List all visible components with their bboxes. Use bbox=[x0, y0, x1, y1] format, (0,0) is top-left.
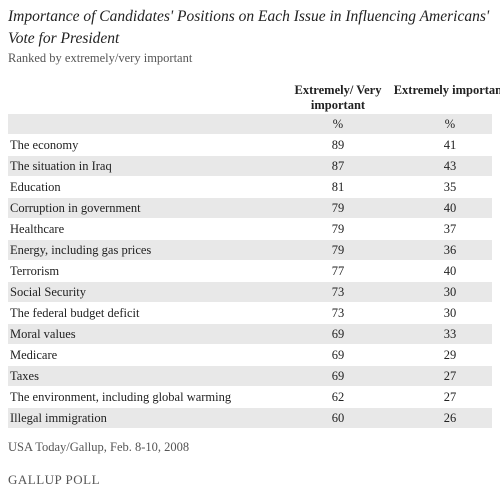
row-label: The situation in Iraq bbox=[10, 159, 112, 173]
row-label: Moral values bbox=[10, 327, 76, 341]
cell: 30 bbox=[443, 306, 457, 320]
source: USA Today/Gallup, Feb. 8-10, 2008 bbox=[8, 440, 190, 454]
cell: 89 bbox=[331, 138, 345, 152]
table-row: Healthcare 79 37 bbox=[8, 219, 492, 239]
cell: 69 bbox=[331, 327, 345, 341]
table-row: The economy 89 41 bbox=[8, 135, 492, 155]
cell: 87 bbox=[331, 159, 345, 173]
row-label: Terrorism bbox=[10, 264, 60, 278]
logo: GALLUP POLL bbox=[8, 472, 101, 487]
cell: 79 bbox=[331, 243, 345, 257]
table-row: Taxes 69 27 bbox=[8, 366, 492, 386]
table-row: The federal budget deficit 73 30 bbox=[8, 303, 492, 323]
column-header: Extremely/ Very important bbox=[294, 83, 382, 112]
table-row: Corruption in government 79 40 bbox=[8, 198, 492, 218]
cell: 69 bbox=[331, 348, 345, 362]
unit-row: % % bbox=[8, 114, 492, 134]
cell: 79 bbox=[331, 201, 345, 215]
table-row: Medicare 69 29 bbox=[8, 345, 492, 365]
cell: 60 bbox=[331, 411, 345, 425]
cell: 35 bbox=[443, 180, 457, 194]
cell: 73 bbox=[331, 306, 345, 320]
cell: 69 bbox=[331, 369, 345, 383]
subtitle: Ranked by extremely/very important bbox=[8, 51, 193, 65]
row-label: The federal budget deficit bbox=[10, 306, 140, 320]
table-row: Terrorism 77 40 bbox=[8, 261, 492, 281]
unit: % bbox=[332, 117, 344, 131]
cell: 33 bbox=[443, 327, 457, 341]
title: Importance of Candidates' Positions on E… bbox=[8, 8, 490, 47]
column-header: Extremely important bbox=[393, 83, 500, 97]
cell: 79 bbox=[331, 222, 345, 236]
row-label: Medicare bbox=[10, 348, 58, 362]
table-row: Illegal immigration 60 26 bbox=[8, 408, 492, 428]
table-row: The situation in Iraq 87 43 bbox=[8, 156, 492, 176]
row-label: Social Security bbox=[10, 285, 87, 299]
row-label: Healthcare bbox=[10, 222, 65, 236]
table-row: The environment, including global warmin… bbox=[8, 387, 492, 407]
cell: 37 bbox=[443, 222, 457, 236]
cell: 62 bbox=[331, 390, 345, 404]
unit: % bbox=[444, 117, 456, 131]
row-label: Corruption in government bbox=[10, 201, 141, 215]
cell: 41 bbox=[443, 138, 457, 152]
table-row: Education 81 35 bbox=[8, 177, 492, 197]
cell: 27 bbox=[443, 369, 457, 383]
cell: 77 bbox=[331, 264, 345, 278]
row-label: Illegal immigration bbox=[10, 411, 107, 425]
cell: 27 bbox=[443, 390, 457, 404]
cell: 81 bbox=[331, 180, 345, 194]
table-row: Moral values 69 33 bbox=[8, 324, 492, 344]
cell: 30 bbox=[443, 285, 457, 299]
cell: 29 bbox=[443, 348, 457, 362]
cell: 26 bbox=[443, 411, 457, 425]
table-row: Social Security 73 30 bbox=[8, 282, 492, 302]
cell: 40 bbox=[443, 264, 457, 278]
row-label: Energy, including gas prices bbox=[10, 243, 152, 257]
table-row: Energy, including gas prices 79 36 bbox=[8, 240, 492, 260]
row-label: Taxes bbox=[10, 369, 39, 383]
cell: 36 bbox=[443, 243, 457, 257]
cell: 73 bbox=[331, 285, 345, 299]
row-label: Education bbox=[10, 180, 61, 194]
row-label: The economy bbox=[10, 138, 79, 152]
cell: 43 bbox=[443, 159, 457, 173]
row-label: The environment, including global warmin… bbox=[10, 390, 232, 404]
cell: 40 bbox=[443, 201, 457, 215]
